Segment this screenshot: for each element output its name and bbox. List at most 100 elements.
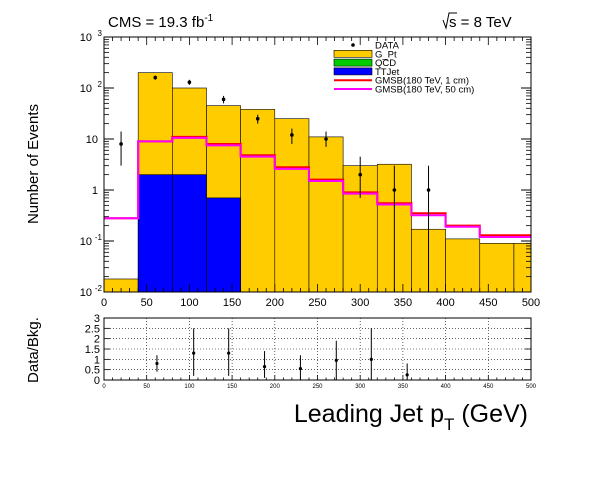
ratio-point xyxy=(405,373,409,377)
data-point xyxy=(119,142,123,146)
data-point xyxy=(153,75,158,80)
ratio-x-tick-label: 250 xyxy=(312,384,323,390)
ratio-x-tick-label: 500 xyxy=(526,384,537,390)
legend-label: QCD xyxy=(375,58,396,69)
ratio-x-tick-label: 450 xyxy=(483,384,494,390)
legend-swatch xyxy=(333,67,373,76)
energy-label: s = 8 TeV xyxy=(442,12,512,31)
main-x-axis-ticks: 0 50 100 150 200 250 300 350 400 450 500 xyxy=(101,37,540,309)
ratio-x-tick-label: 300 xyxy=(355,384,366,390)
y-tick-label: 10 xyxy=(80,287,92,299)
data-point xyxy=(255,116,260,121)
legend-label: GMSB(180 TeV, 50 cm) xyxy=(375,85,474,96)
y-tick-label: 10 xyxy=(86,134,98,146)
ratio-y-tick-label: 2.5 xyxy=(85,323,100,335)
y-tick-label-base: 10 xyxy=(80,287,92,299)
y-tick-label-exponent: -2 xyxy=(95,284,103,293)
ratio-y-tick-label: 1.5 xyxy=(85,344,100,356)
stack-bin-g-pt xyxy=(274,118,310,293)
stack-bin-g-pt xyxy=(479,243,515,293)
ratio-panel: 00.511.522.53 0 50 100 150 200 250 300 350 400 45… xyxy=(25,313,537,434)
ratio-points xyxy=(155,328,409,380)
legend-label: G_Pt xyxy=(375,49,397,60)
x-tick-label: 200 xyxy=(266,297,284,309)
data-point xyxy=(290,133,294,137)
ratio-point xyxy=(227,351,231,355)
ratio-point xyxy=(262,364,267,369)
x-tick-label: 400 xyxy=(436,297,454,309)
ratio-y-tick-label: 0.5 xyxy=(85,365,100,377)
ratio-x-tick-label: 400 xyxy=(441,384,452,390)
signal-line-2 xyxy=(104,136,531,238)
ratio-point xyxy=(192,351,196,355)
legend-swatch xyxy=(333,58,373,67)
ratio-y-tick-label: 0 xyxy=(94,375,100,387)
x-tick-label: 150 xyxy=(223,297,241,309)
y-tick-label-exponent: 3 xyxy=(98,29,103,38)
data-point xyxy=(187,80,192,84)
legend-marker xyxy=(351,43,355,47)
data-point xyxy=(426,188,431,192)
ratio-point xyxy=(334,358,338,362)
ratio-point xyxy=(298,367,303,371)
y-tick-label: 10 xyxy=(80,32,92,44)
ratio-x-tick-label: 200 xyxy=(270,384,281,390)
main-y-axis-label: Number of Events xyxy=(25,104,42,224)
y-tick-label-base: 10 xyxy=(80,236,92,248)
y-tick-label: 10 xyxy=(80,236,92,248)
y-tick-label: 10 xyxy=(80,83,92,95)
x-tick-label: 50 xyxy=(141,297,153,309)
ratio-x-tick-label: 150 xyxy=(227,384,238,390)
stack-bin-g-pt xyxy=(308,136,344,293)
stack-bin-ttjet xyxy=(137,174,173,293)
ratio-point xyxy=(155,361,159,366)
y-tick-label-base: 10 xyxy=(86,134,98,146)
ratio-x-tick-label: 350 xyxy=(398,384,409,390)
stack-bin-g-pt xyxy=(240,109,276,293)
y-tick-label: 1 xyxy=(92,185,98,197)
ratio-y-axis-label: Data/Bkg. xyxy=(25,317,42,383)
ratio-x-tick-label: 50 xyxy=(143,384,150,390)
x-tick-label: 0 xyxy=(101,297,107,309)
y-tick-label-base: 10 xyxy=(80,83,92,95)
stack-bin-ttjet xyxy=(206,197,241,293)
data-point xyxy=(392,188,397,192)
ratio-grid xyxy=(104,318,531,380)
stack-bin-ttjet xyxy=(172,174,207,293)
x-tick-label: 250 xyxy=(308,297,326,309)
y-tick-label-exponent: 2 xyxy=(98,80,103,89)
data-point xyxy=(358,172,363,177)
legend-swatch xyxy=(333,49,373,58)
stack-bin-g-pt xyxy=(445,238,481,293)
legend-label: TTJet xyxy=(375,67,400,78)
ratio-y-tick-label: 3 xyxy=(94,313,100,325)
x-tick-label: 100 xyxy=(180,297,198,309)
x-tick-label: 500 xyxy=(522,297,540,309)
signal-lines xyxy=(104,135,531,238)
x-tick-label: 350 xyxy=(394,297,412,309)
y-tick-label-exponent: -1 xyxy=(95,233,103,242)
y-tick-label-base: 1 xyxy=(92,185,98,197)
legend-label: DATA xyxy=(375,41,400,52)
ratio-x-tick-label: 0 xyxy=(102,384,106,390)
y-tick-label-base: 10 xyxy=(80,32,92,44)
data-points xyxy=(119,75,431,292)
ratio-point xyxy=(369,357,373,361)
data-point xyxy=(324,137,328,141)
ratio-x-axis-ticks: 0 50 100 150 200 250 300 350 400 450 500 xyxy=(102,375,537,390)
legend-label: GMSB(180 TeV, 1 cm) xyxy=(375,76,469,87)
x-tick-label: 300 xyxy=(351,297,369,309)
ratio-x-tick-label: 100 xyxy=(184,384,195,390)
lumi-label: CMS = 19.3 fb-1 xyxy=(108,13,214,31)
data-point xyxy=(221,97,226,102)
ratio-y-axis-ticks: 00.511.522.53 xyxy=(85,313,531,387)
ratio-y-tick-label: 2 xyxy=(94,334,100,346)
x-tick-label: 450 xyxy=(479,297,497,309)
svg-text:s = 8 TeV: s = 8 TeV xyxy=(449,14,512,31)
x-axis-title: Leading Jet pT (GeV) xyxy=(294,400,528,434)
